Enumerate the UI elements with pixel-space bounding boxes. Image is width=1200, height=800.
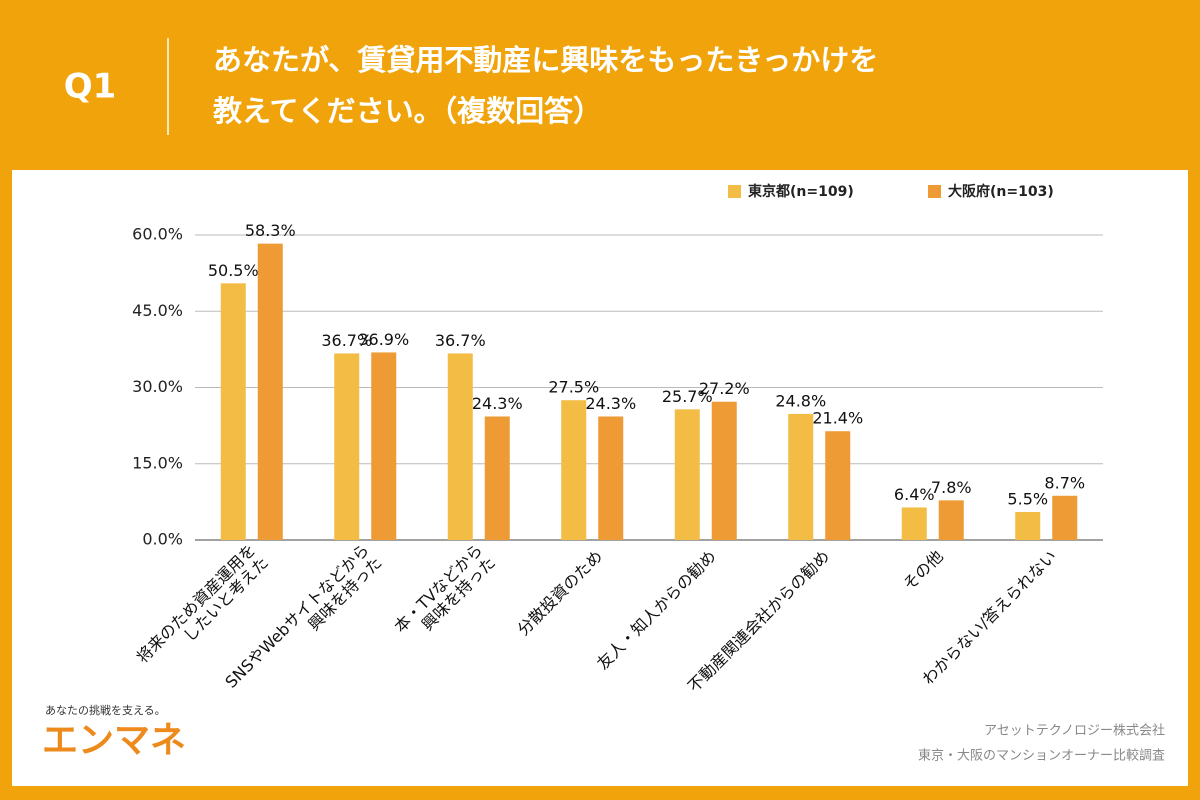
y-tick-label: 0.0% (142, 530, 183, 549)
bar (788, 413, 814, 540)
value-label: 27.2% (699, 379, 750, 398)
bar (447, 353, 473, 540)
legend-swatch (928, 185, 941, 198)
value-label: 25.7% (662, 387, 713, 406)
bar (901, 507, 927, 540)
legend-label: 東京都(n=109) (748, 183, 854, 200)
tagline: あなたの挑戦を支える。 (45, 703, 166, 717)
value-label: 5.5% (1007, 490, 1048, 509)
value-label: 58.3% (245, 221, 296, 240)
question-number: Q1 (64, 67, 117, 107)
bar (371, 352, 397, 540)
y-tick-label: 45.0% (132, 301, 183, 320)
logo: エンマネ (42, 720, 186, 761)
bar (484, 416, 510, 540)
title: あなたが、賃貸用不動産に興味をもったきっかけを (213, 43, 878, 77)
title: 教えてください。（複数回答） (213, 94, 602, 128)
bar (711, 401, 737, 540)
value-label: 36.7% (435, 331, 486, 350)
value-label: 21.4% (812, 409, 863, 428)
value-label: 36.7% (321, 331, 372, 350)
bar (1052, 495, 1078, 540)
bar (938, 500, 964, 540)
bar (825, 431, 851, 540)
bar (1015, 512, 1041, 540)
y-tick-label: 15.0% (132, 453, 183, 472)
bar (674, 409, 700, 540)
y-tick-label: 30.0% (132, 377, 183, 396)
value-label: 6.4% (894, 485, 935, 504)
legend-swatch (728, 185, 741, 198)
value-label: 50.5% (208, 261, 259, 280)
value-label: 36.9% (358, 330, 409, 349)
value-label: 24.8% (775, 391, 826, 410)
legend-label: 大阪府(n=103) (948, 183, 1054, 200)
value-label: 24.3% (585, 394, 636, 413)
bar (220, 283, 246, 540)
bar (334, 353, 360, 540)
value-label: 7.8% (931, 478, 972, 497)
bar (257, 243, 283, 540)
y-tick-label: 60.0% (132, 225, 183, 244)
bar (598, 416, 624, 540)
value-label: 8.7% (1044, 473, 1085, 492)
company: アセットテクノロジー株式会社 (984, 723, 1165, 739)
survey: 東京・大阪のマンションオーナー比較調査 (918, 748, 1165, 764)
value-label: 27.5% (548, 378, 599, 397)
value-label: 24.3% (472, 394, 523, 413)
bar (561, 400, 587, 540)
